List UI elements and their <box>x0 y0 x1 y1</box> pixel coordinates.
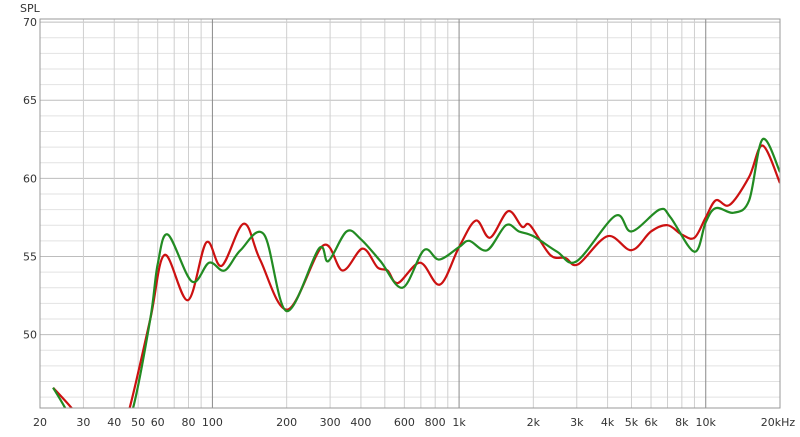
x-tick-label: 30 <box>76 416 90 429</box>
x-tick-label: 10k <box>696 416 717 429</box>
grid <box>39 19 781 408</box>
x-tick-label: 50 <box>131 416 145 429</box>
x-tick-label: 800 <box>425 416 446 429</box>
x-tick-label: 80 <box>182 416 196 429</box>
x-tick-label: 20 <box>33 416 47 429</box>
x-tick-label: 2k <box>527 416 541 429</box>
x-tick-label: 5k <box>625 416 639 429</box>
y-axis-label: SPL <box>20 2 41 15</box>
plot-frame <box>39 18 781 409</box>
y-tick-label: 50 <box>23 329 37 342</box>
series-line-green <box>52 138 780 408</box>
x-tick-label: 3k <box>570 416 584 429</box>
y-tick-label: 70 <box>23 16 37 29</box>
series-line-red <box>52 144 780 408</box>
x-tick-labels: 20 30 40 50 60 80 100 200 300 400 600 800 1k 2k 3k 4k 5k… <box>33 416 795 429</box>
x-tick-label: 4k <box>601 416 615 429</box>
x-tick-label: 600 <box>394 416 415 429</box>
x-tick-label: 400 <box>350 416 371 429</box>
y-tick-label: 65 <box>23 94 37 107</box>
x-tick-label: 60 <box>151 416 165 429</box>
x-tick-label: 100 <box>202 416 223 429</box>
y-tick-label: 60 <box>23 172 37 185</box>
series-layer <box>52 138 780 408</box>
x-tick-label: 300 <box>320 416 341 429</box>
x-tick-label: 1k <box>452 416 466 429</box>
x-tick-label: 8k <box>675 416 689 429</box>
x-tick-label: 40 <box>107 416 121 429</box>
y-tick-labels: 70 65 60 55 50 <box>23 16 37 341</box>
y-tick-label: 55 <box>23 250 37 263</box>
x-tick-label: 200 <box>276 416 297 429</box>
x-tick-label: 6k <box>644 416 658 429</box>
x-tick-label: 20kHz <box>761 416 796 429</box>
